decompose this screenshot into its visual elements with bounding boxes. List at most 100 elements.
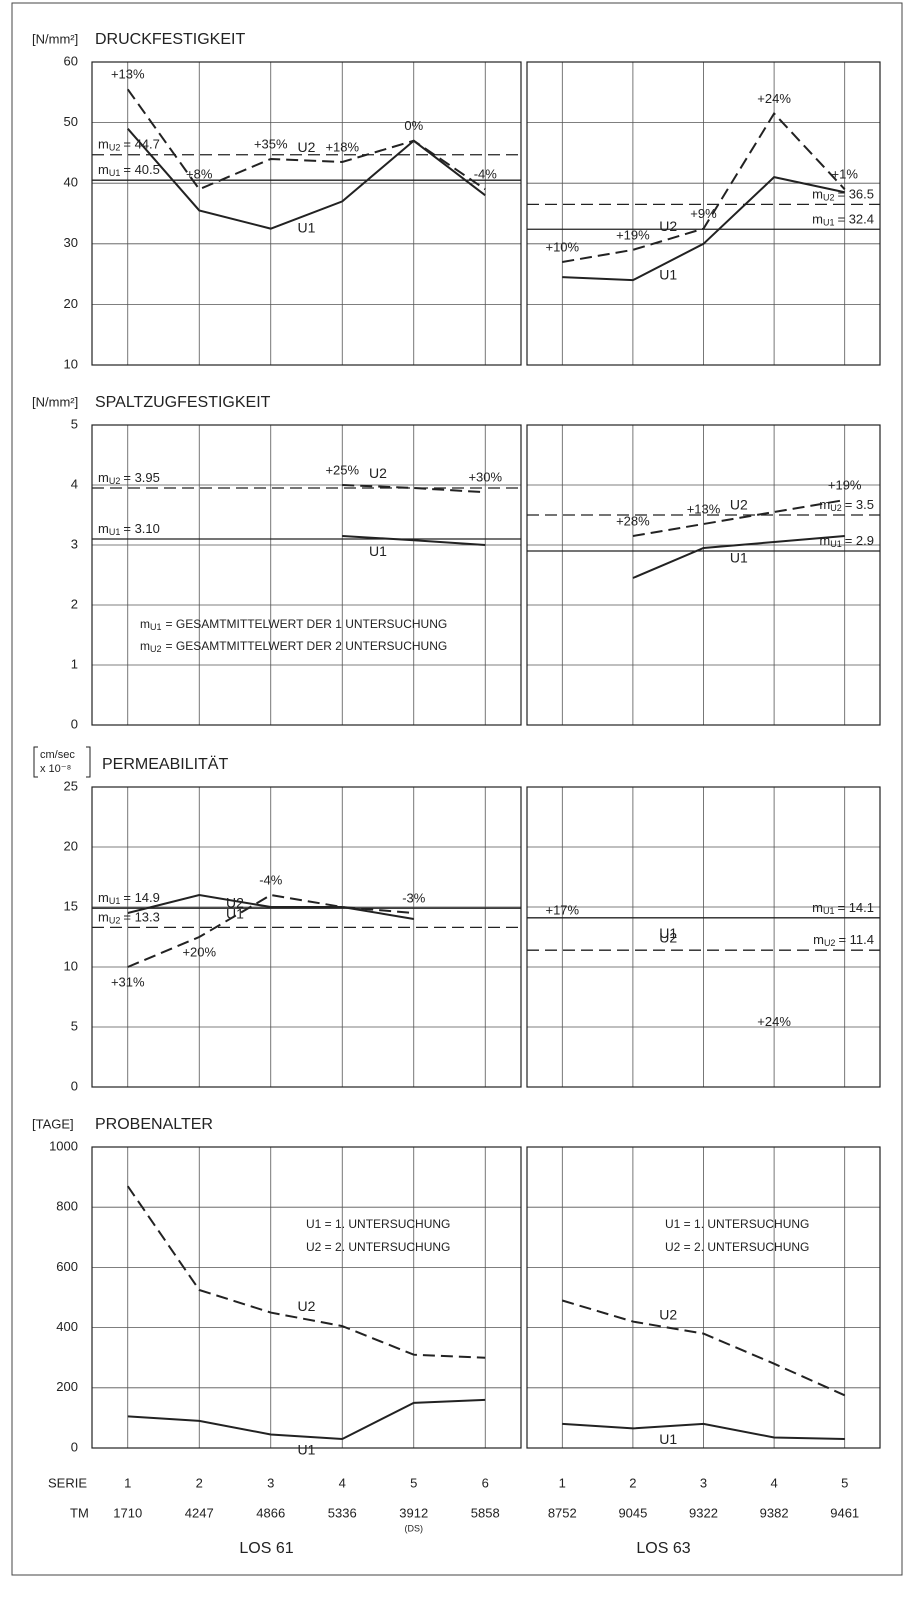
y-tick-label: 30 <box>64 235 78 250</box>
serie-number: 5 <box>410 1475 417 1490</box>
series-label: U1 <box>730 550 748 566</box>
serie-number: 2 <box>629 1475 636 1490</box>
plot-frame <box>91 61 522 366</box>
tm-number: 1710 <box>113 1505 142 1520</box>
change-label: +13% <box>111 67 145 82</box>
mean-sub: U1 <box>109 169 121 179</box>
series-label: U1 <box>659 267 677 283</box>
serie-number: 2 <box>196 1475 203 1490</box>
mean-symbol: m <box>812 212 823 227</box>
y-tick-label: 20 <box>64 296 78 311</box>
serie-number: 1 <box>559 1475 566 1490</box>
plot-frame <box>91 1146 522 1449</box>
mean-label: mU1 = 14.9 <box>98 891 160 907</box>
change-label: +24% <box>757 91 791 106</box>
serie-number: 3 <box>267 1475 274 1490</box>
unit-label: [N/mm²] <box>32 31 78 46</box>
mean-label: mU1 = 40.5 <box>98 163 160 179</box>
mean-label: mU2 = 11.4 <box>813 933 874 949</box>
change-label: +8% <box>186 167 213 182</box>
serie-number: 4 <box>339 1475 346 1490</box>
y-tick-label: 60 <box>64 53 78 68</box>
change-label: -4% <box>474 167 498 182</box>
change-label: +18% <box>325 139 359 154</box>
series-line <box>562 1422 845 1440</box>
mean-label: mU2 = 13.3 <box>98 910 160 926</box>
change-label: +20% <box>182 944 216 959</box>
y-tick-label: 15 <box>64 898 78 913</box>
note-sub: U1 <box>150 622 162 632</box>
mean-label: mU2 = 3.95 <box>98 470 160 486</box>
note: U1 = 1. UNTERSUCHUNG <box>665 1217 809 1231</box>
note-text: = GESAMTMITTELWERT DER 2 UNTERSUCHUNG <box>166 639 448 653</box>
serie-number: 6 <box>482 1475 489 1490</box>
mean-value: = 2.9 <box>845 533 874 548</box>
unit-bracket <box>33 746 91 778</box>
tm-label: TM <box>70 1505 89 1520</box>
change-label: 0% <box>404 118 423 133</box>
mean-sub: U2 <box>823 193 835 203</box>
series-line <box>562 176 845 282</box>
change-label: +1% <box>832 167 859 182</box>
tm-number: 9461 <box>830 1505 859 1520</box>
series-line <box>127 893 414 968</box>
mean-label: mU2 = 3.5 <box>819 497 874 513</box>
y-tick-label: 1 <box>71 656 78 671</box>
group-label: LOS 61 <box>239 1540 293 1557</box>
mean-value: = 3.5 <box>845 497 874 512</box>
panel-title: PERMEABILITÄT <box>102 755 228 773</box>
serie-number: 4 <box>770 1475 777 1490</box>
change-label: +31% <box>111 974 145 989</box>
series-label: U2 <box>298 139 316 155</box>
tm-number: 4866 <box>256 1505 285 1520</box>
series-line <box>127 1398 486 1440</box>
panel-title: PROBENALTER <box>95 1116 213 1133</box>
y-tick-label: 800 <box>56 1199 78 1214</box>
change-label: -4% <box>259 872 283 887</box>
plot-frame <box>91 786 522 1088</box>
y-tick-label: 0 <box>71 716 78 731</box>
note: U1 = 1. UNTERSUCHUNG <box>306 1217 450 1231</box>
mean-sub: U1 <box>109 897 121 907</box>
note: U2 = 2. UNTERSUCHUNG <box>665 1240 809 1254</box>
y-tick-label: 40 <box>64 175 78 190</box>
series-label: U2 <box>730 497 748 513</box>
tm-number: 9382 <box>760 1505 789 1520</box>
plot-frame <box>526 1146 881 1449</box>
mean-symbol: m <box>98 521 109 536</box>
mean-sub: U1 <box>830 539 842 549</box>
tm-number: 3912 <box>399 1505 428 1520</box>
series-label: U2 <box>369 465 387 481</box>
tm-number: 8752 <box>548 1505 577 1520</box>
tm-number: 5336 <box>328 1505 357 1520</box>
series-label: U2 <box>659 930 677 946</box>
unit-label: [N/mm²] <box>32 394 78 409</box>
change-label: +17% <box>545 902 579 917</box>
y-tick-label: 0 <box>71 1078 78 1093</box>
mean-value: = 3.95 <box>123 470 160 485</box>
y-tick-label: 0 <box>71 1439 78 1454</box>
change-label: +35% <box>254 136 288 151</box>
serie-number: 3 <box>700 1475 707 1490</box>
mean-value: = 32.4 <box>837 212 874 227</box>
y-tick-label: 10 <box>64 356 78 371</box>
mean-sub: U2 <box>824 939 836 949</box>
mean-symbol: m <box>98 910 109 925</box>
change-label: +19% <box>828 477 862 492</box>
panel-title: DRUCKFESTIGKEIT <box>95 31 245 48</box>
series-line <box>342 535 486 546</box>
tm-number: 9045 <box>618 1505 647 1520</box>
change-label: +9% <box>690 206 717 221</box>
series-line <box>342 484 486 494</box>
change-label: +10% <box>545 239 579 254</box>
unit-label: [TAGE] <box>32 1116 74 1131</box>
y-tick-label: 5 <box>71 1018 78 1033</box>
tm-note: (DS) <box>405 1523 424 1533</box>
series-label: U2 <box>298 1298 316 1314</box>
tm-number: 5858 <box>471 1505 500 1520</box>
mean-sub: U2 <box>109 143 121 153</box>
mean-label: mU1 = 2.9 <box>819 533 874 549</box>
series-label: U2 <box>659 218 677 234</box>
group-label: LOS 63 <box>636 1540 690 1557</box>
mean-symbol: m <box>812 187 823 202</box>
